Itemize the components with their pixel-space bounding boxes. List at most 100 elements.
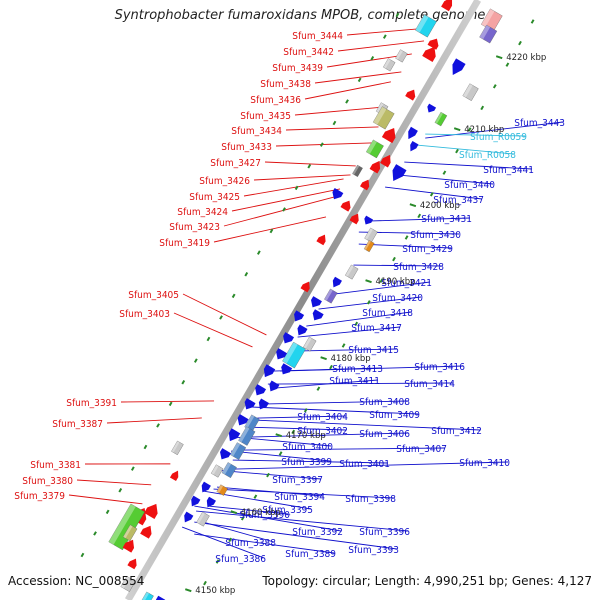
track-tick (80, 552, 85, 558)
gene-feature-shine (171, 440, 180, 453)
gene-feature-shape (332, 188, 344, 200)
map-title: Syntrophobacter fumaroxidans MPOB, compl… (114, 8, 486, 23)
gene-feature-shape (283, 332, 295, 344)
gene-feature (364, 215, 374, 225)
gene-feature (364, 227, 378, 243)
gene-feature-shape (210, 464, 224, 478)
leader-line (194, 505, 342, 532)
gene-feature-shape (427, 38, 439, 50)
gene-feature (169, 470, 179, 481)
gene-feature-shape (229, 442, 247, 460)
gene-feature-shine (120, 576, 130, 589)
leader-line (264, 161, 356, 167)
gene-feature-shape (434, 111, 448, 127)
gene-label: Sfum_R0058 (459, 150, 516, 161)
gene-feature-shape (422, 46, 436, 62)
gene-label: Sfum_3425 (189, 192, 240, 203)
gene-label: Sfum_3428 (393, 262, 444, 273)
gene-label: Sfum_3441 (483, 165, 534, 176)
gene-feature-shape (360, 179, 370, 191)
leader-line (334, 281, 431, 295)
leader-line (306, 311, 412, 327)
gene-feature (452, 58, 466, 76)
track-tick (278, 451, 283, 456)
gene-feature-shape (303, 336, 317, 352)
genome-backbone (124, 0, 482, 600)
gene-label: Sfum_R0059 (470, 132, 527, 143)
kbp-label: 4200 kbp (420, 201, 460, 211)
gene-feature-shine (303, 336, 312, 349)
leader-line (245, 426, 347, 431)
gene-feature-shape (169, 470, 179, 481)
gene-feature-shape (381, 127, 396, 144)
leader-line (353, 264, 443, 267)
gene-feature-shape (363, 240, 375, 253)
leader-line (76, 479, 152, 486)
gene-feature (381, 127, 396, 144)
gene-feature-shine (282, 342, 298, 364)
gene-label: Sfum_3412 (431, 426, 482, 437)
gene-label: Sfum_3386 (215, 554, 266, 565)
track-tick (505, 62, 510, 67)
gene-feature-shape (269, 380, 280, 392)
gene-label: Sfum_3438 (260, 79, 311, 90)
kbp-tick (275, 433, 283, 438)
gene-label: Sfum_3419 (159, 238, 210, 249)
leader-line (120, 400, 215, 403)
gene-feature-shape (237, 414, 249, 426)
gene-feature (201, 481, 211, 493)
gene-feature-shape (408, 126, 418, 140)
gene-feature-shape (349, 213, 359, 225)
gene-label: Sfum_3424 (177, 207, 228, 218)
kbp-label: 4160 kbp (241, 508, 281, 518)
gene-feature (263, 364, 276, 378)
gene-label: Sfum_3405 (128, 290, 179, 301)
gene-feature-shape (415, 14, 437, 38)
leader-line (213, 488, 395, 499)
gene-feature-shape (311, 296, 322, 308)
gene-feature-shape (297, 324, 308, 336)
gene-label: Sfum_3398 (345, 494, 396, 505)
gene-label: Sfum_3418 (362, 308, 413, 319)
gene-feature (332, 188, 344, 200)
leader-line (208, 505, 289, 515)
track-tick (341, 343, 346, 348)
leader-line (285, 126, 379, 131)
gene-feature (372, 106, 395, 130)
gene-feature-shape (196, 511, 210, 527)
gene-label: Sfum_3380 (22, 476, 73, 487)
gene-label: Sfum_3435 (240, 111, 291, 122)
leader-line (294, 348, 398, 352)
leader-line (346, 27, 430, 36)
gene-feature-shine (216, 484, 224, 493)
gene-feature (258, 398, 269, 410)
gene-feature-shape (206, 496, 216, 508)
gene-feature-shine (479, 25, 491, 40)
track-tick (181, 380, 186, 385)
leader-line (337, 40, 425, 52)
track-tick (316, 386, 321, 391)
gene-feature-shape (294, 310, 305, 322)
gene-label: Sfum_3434 (231, 126, 282, 137)
gene-feature (405, 89, 416, 101)
gene-feature-shine (383, 58, 391, 69)
track-tick (467, 127, 472, 132)
track-tick (417, 213, 422, 219)
gene-feature (434, 111, 448, 127)
gene-feature-shape (316, 234, 326, 246)
track-tick (203, 580, 207, 586)
gene-feature-shape (184, 511, 194, 523)
gene-feature-shape (140, 591, 154, 600)
gene-feature-shape (405, 89, 416, 101)
leader-line (182, 293, 267, 336)
track-tick (392, 256, 396, 262)
gene-feature (395, 49, 408, 63)
gene-feature (392, 164, 407, 182)
leader-line (253, 174, 351, 181)
leader-line (223, 195, 339, 227)
gene-label: Sfum_3396 (359, 527, 410, 538)
gene-feature (228, 428, 241, 442)
gene-feature (144, 503, 158, 519)
gene-feature-shape (324, 288, 338, 304)
